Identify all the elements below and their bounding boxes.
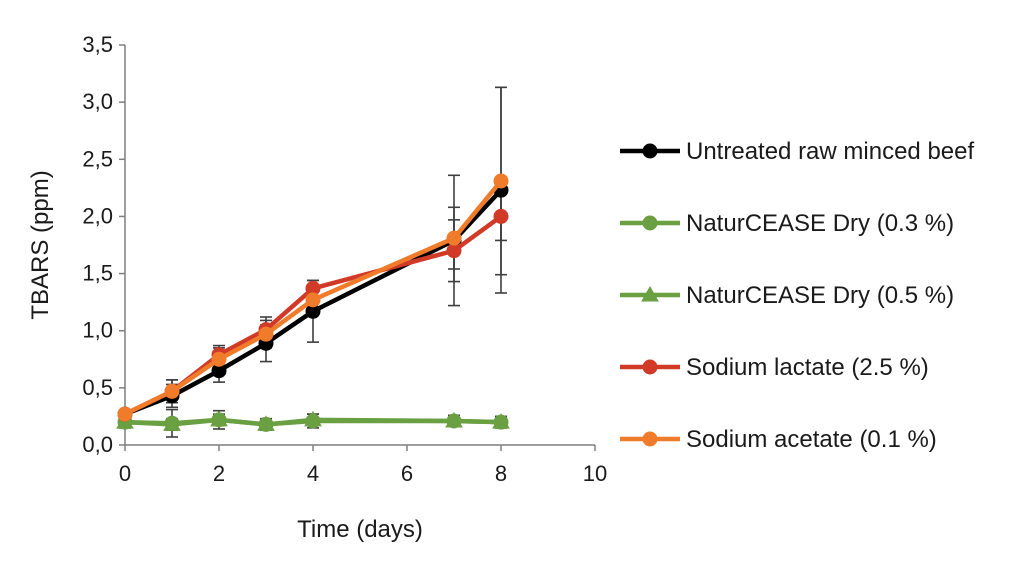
y-tick-label: 3,0 xyxy=(82,89,113,114)
series-4 xyxy=(117,173,509,422)
legend-item-3: Sodium lactate (2.5 %) xyxy=(620,354,929,381)
data-point xyxy=(304,410,322,427)
data-point xyxy=(305,292,321,308)
y-tick-label: 1,0 xyxy=(82,318,113,343)
y-tick-label: 0,0 xyxy=(82,432,113,457)
legend-item-2: NaturCEASE Dry (0.5 %) xyxy=(620,282,954,309)
legend-swatch-marker xyxy=(642,215,658,231)
data-point xyxy=(305,303,321,319)
axes xyxy=(124,45,595,446)
legend-item-1: NaturCEASE Dry (0.3 %) xyxy=(620,210,954,237)
x-ticks: 0 2 4 6 8 10 xyxy=(119,445,607,486)
legend-item-0: Untreated raw minced beef xyxy=(620,138,974,165)
y-tick-label: 0,5 xyxy=(82,375,113,400)
x-tick-label: 10 xyxy=(583,461,607,486)
legend-label: NaturCEASE Dry (0.3 %) xyxy=(686,210,954,237)
legend-swatch-marker xyxy=(642,431,658,447)
data-point xyxy=(258,326,274,342)
legend-label: Untreated raw minced beef xyxy=(686,138,974,165)
data-point xyxy=(163,415,181,431)
data-point xyxy=(257,415,275,431)
x-axis-title: Time (days) xyxy=(297,516,423,543)
x-tick-label: 6 xyxy=(401,461,413,486)
data-point xyxy=(210,410,228,427)
y-tick-label: 1,5 xyxy=(82,261,113,286)
y-tick-label: 3,5 xyxy=(82,32,113,57)
y-axis-title: TBARS (ppm) xyxy=(27,170,54,319)
series-2 xyxy=(116,410,510,431)
data-point xyxy=(493,173,509,189)
series-layer xyxy=(116,173,510,432)
y-tick-label: 2,5 xyxy=(82,146,113,171)
x-tick-label: 2 xyxy=(213,461,225,486)
legend-label: Sodium acetate (0.1 %) xyxy=(686,426,937,453)
x-tick-label: 4 xyxy=(307,461,319,486)
data-point xyxy=(164,383,180,399)
data-point xyxy=(211,363,227,379)
y-tick-label: 2,0 xyxy=(82,203,113,228)
x-tick-label: 0 xyxy=(119,461,131,486)
legend-swatch-marker xyxy=(641,285,659,302)
data-point xyxy=(493,208,509,224)
legend-swatch-marker xyxy=(642,143,658,159)
data-point xyxy=(446,243,462,259)
legend-label: NaturCEASE Dry (0.5 %) xyxy=(686,282,954,309)
data-point xyxy=(211,351,227,367)
x-tick-label: 8 xyxy=(495,461,507,486)
legend: Untreated raw minced beef NaturCEASE Dry … xyxy=(620,138,974,453)
data-point xyxy=(492,413,510,429)
data-point xyxy=(305,280,321,296)
legend-item-4: Sodium acetate (0.1 %) xyxy=(620,426,937,453)
data-point xyxy=(117,406,133,422)
legend-swatch-marker xyxy=(642,359,658,375)
y-ticks: 0,0 0,5 1,0 1,5 2,0 2,5 3,0 3,5 xyxy=(82,32,125,457)
data-point xyxy=(445,411,463,428)
data-point xyxy=(446,230,462,246)
legend-label: Sodium lactate (2.5 %) xyxy=(686,354,929,381)
